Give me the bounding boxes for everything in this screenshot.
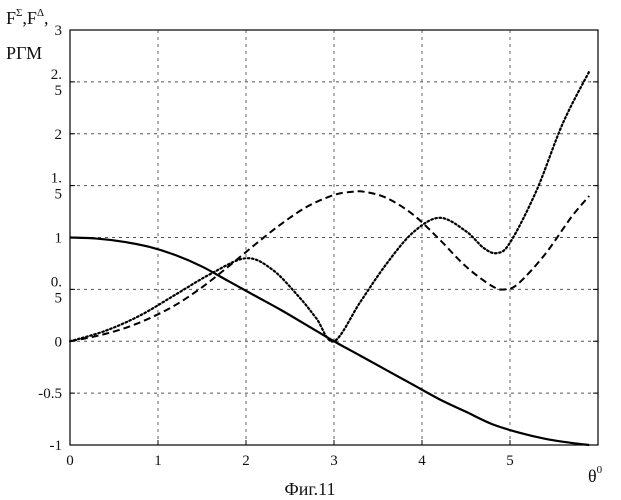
x-tick-label: 4 xyxy=(418,453,426,469)
y-tick-label: 0 xyxy=(55,334,63,350)
y-tick-label: 1.5 xyxy=(51,171,62,203)
y-axis-label-line1: FΣ,FΔ, xyxy=(6,7,49,28)
y-tick-label: -0.5 xyxy=(38,386,62,402)
series-dotted-line xyxy=(70,72,589,342)
grid-layer xyxy=(70,30,598,445)
x-tick-label: 2 xyxy=(242,453,250,469)
tick-layer: 0 1 2 3 4 5 3 2.5 2 1.5 1 0.5 0 -0.5 -1 xyxy=(38,23,598,469)
y-tick-label: 3 xyxy=(55,23,63,39)
x-tick-label: 1 xyxy=(154,453,162,469)
x-tick-label: 5 xyxy=(506,453,514,469)
series-layer xyxy=(70,72,589,446)
y-tick-label: -1 xyxy=(50,438,63,454)
figure-caption: Фиг.11 xyxy=(284,479,335,499)
y-tick-label: 1 xyxy=(55,231,63,247)
series-dashed-line xyxy=(70,191,589,341)
y-tick-label: 2 xyxy=(55,127,63,143)
y-axis-label-line2: РГМ xyxy=(6,43,42,63)
x-axis-label: θ0 xyxy=(588,464,603,486)
x-tick-label: 3 xyxy=(330,453,338,469)
y-tick-label: 0.5 xyxy=(51,274,62,306)
y-tick-label: 2.5 xyxy=(51,67,62,99)
x-tick-label: 0 xyxy=(66,453,74,469)
